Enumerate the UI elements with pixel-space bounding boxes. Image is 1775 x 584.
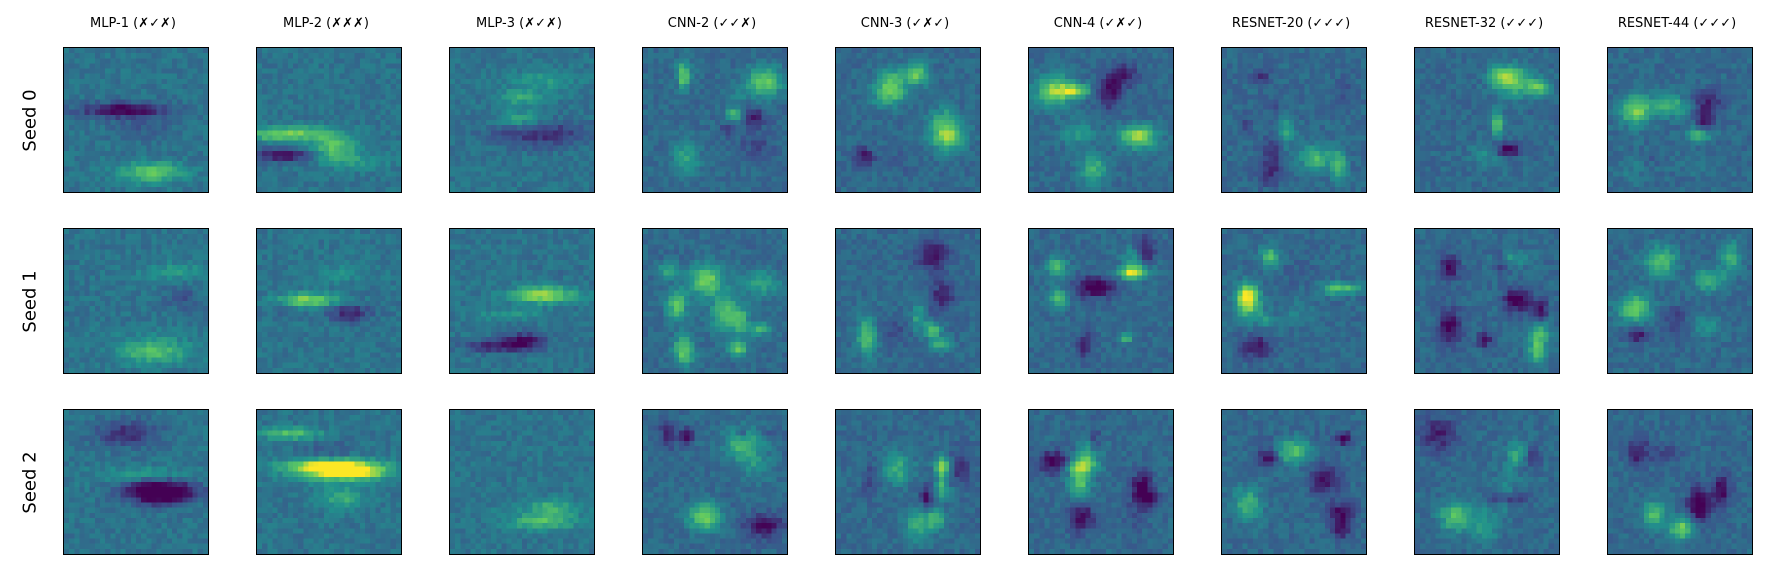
heatmap-image <box>1029 48 1173 192</box>
heatmap-image <box>1029 410 1173 554</box>
heatmap-image <box>1415 410 1559 554</box>
column-title-resnet-32: RESNET-32 (✓✓✓) <box>1424 16 1544 31</box>
heatmap-image <box>450 48 594 192</box>
heatmap-image <box>1415 48 1559 192</box>
heatmap-image <box>1415 229 1559 373</box>
column-title-mlp-2: MLP-2 (✗✗✗) <box>283 16 369 31</box>
heatmap-panel <box>256 409 402 555</box>
column-title-cnn-4: CNN-4 (✓✗✓) <box>1053 16 1143 31</box>
heatmap-panel <box>1221 47 1367 193</box>
heatmap-panel <box>1028 228 1174 374</box>
heatmap-panel <box>835 409 981 555</box>
column-title-resnet-44: RESNET-44 (✓✓✓) <box>1617 16 1737 31</box>
row-label-seed-2: Seed 2 <box>12 409 48 555</box>
row-label-seed-1: Seed 1 <box>12 228 48 374</box>
heatmap-image <box>450 410 594 554</box>
heatmap-image <box>1608 410 1752 554</box>
heatmap-image <box>257 410 401 554</box>
heatmap-panel <box>642 47 788 193</box>
heatmap-panel <box>449 47 595 193</box>
heatmap-image <box>257 48 401 192</box>
heatmap-image <box>1029 229 1173 373</box>
heatmap-panel <box>63 47 209 193</box>
heatmap-panel <box>642 409 788 555</box>
heatmap-image <box>836 410 980 554</box>
heatmap-panel <box>1607 47 1753 193</box>
heatmap-image <box>450 229 594 373</box>
heatmap-panel <box>1221 409 1367 555</box>
heatmap-image <box>836 48 980 192</box>
heatmap-image <box>836 229 980 373</box>
heatmap-panel <box>1414 409 1560 555</box>
row-label-text: Seed 2 <box>19 450 41 514</box>
heatmap-panel <box>1607 409 1753 555</box>
heatmap-image <box>643 410 787 554</box>
column-title-mlp-3: MLP-3 (✗✓✗) <box>476 16 562 31</box>
heatmap-panel <box>642 228 788 374</box>
heatmap-image <box>643 48 787 192</box>
heatmap-image <box>257 229 401 373</box>
heatmap-image <box>643 229 787 373</box>
heatmap-panel <box>1414 228 1560 374</box>
heatmap-panel <box>63 409 209 555</box>
heatmap-panel <box>1028 47 1174 193</box>
heatmap-panel <box>835 47 981 193</box>
column-title-mlp-1: MLP-1 (✗✓✗) <box>90 16 176 31</box>
heatmap-image <box>1608 48 1752 192</box>
heatmap-panel <box>256 228 402 374</box>
row-label-text: Seed 1 <box>19 269 41 333</box>
heatmap-image <box>64 410 208 554</box>
heatmap-panel <box>63 228 209 374</box>
heatmap-image <box>64 48 208 192</box>
heatmap-image <box>1608 229 1752 373</box>
heatmap-panel <box>1607 228 1753 374</box>
row-label-text: Seed 0 <box>19 88 41 152</box>
heatmap-panel <box>449 409 595 555</box>
column-title-resnet-20: RESNET-20 (✓✓✓) <box>1231 16 1351 31</box>
column-title-cnn-3: CNN-3 (✓✗✓) <box>860 16 950 31</box>
heatmap-panel <box>256 47 402 193</box>
heatmap-panel <box>835 228 981 374</box>
heatmap-panel <box>1414 47 1560 193</box>
heatmap-panel <box>1028 409 1174 555</box>
row-label-seed-0: Seed 0 <box>12 47 48 193</box>
heatmap-panel <box>449 228 595 374</box>
heatmap-panel <box>1221 228 1367 374</box>
column-title-cnn-2: CNN-2 (✓✓✗) <box>667 16 757 31</box>
heatmap-image <box>1222 229 1366 373</box>
heatmap-image <box>1222 410 1366 554</box>
heatmap-image <box>64 229 208 373</box>
heatmap-image <box>1222 48 1366 192</box>
